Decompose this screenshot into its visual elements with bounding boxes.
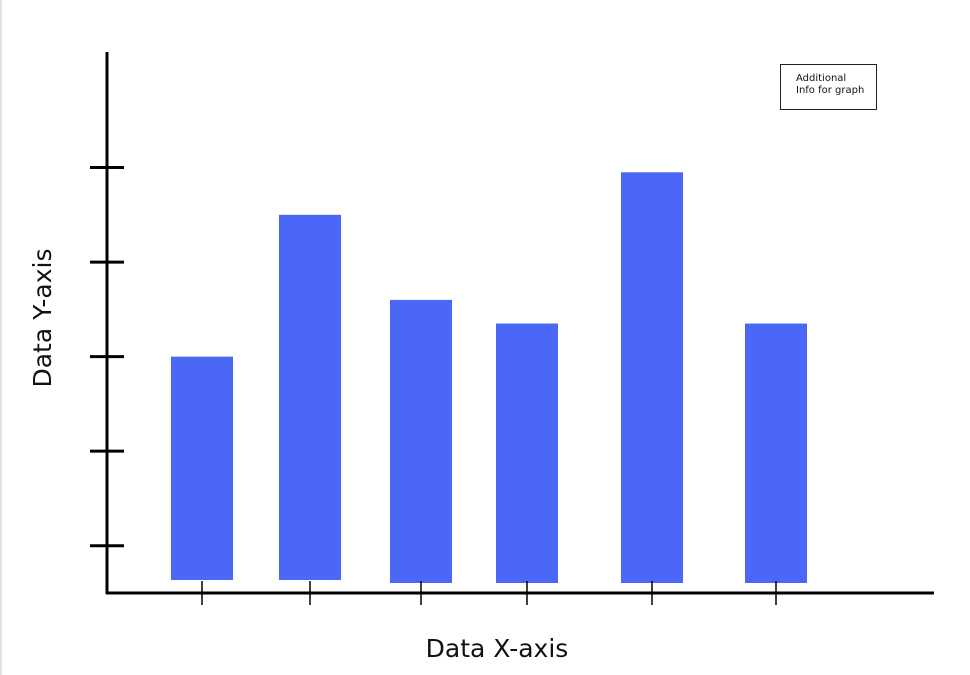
annotation-box: Additional Info for graph [780, 64, 877, 110]
bar-5 [621, 172, 683, 584]
page-edge-divider [0, 0, 2, 675]
bar-4 [496, 323, 558, 583]
annotation-line-2: Info for graph [796, 85, 865, 96]
bars-group [171, 172, 807, 584]
bar-6 [745, 323, 807, 583]
annotation-line-1: Additional [796, 73, 847, 84]
bar-2 [279, 214, 341, 580]
bar-1 [171, 356, 233, 580]
y-axis-title: Data Y-axis [28, 248, 57, 387]
bar-3 [390, 299, 452, 583]
x-axis-title: Data X-axis [426, 634, 569, 663]
